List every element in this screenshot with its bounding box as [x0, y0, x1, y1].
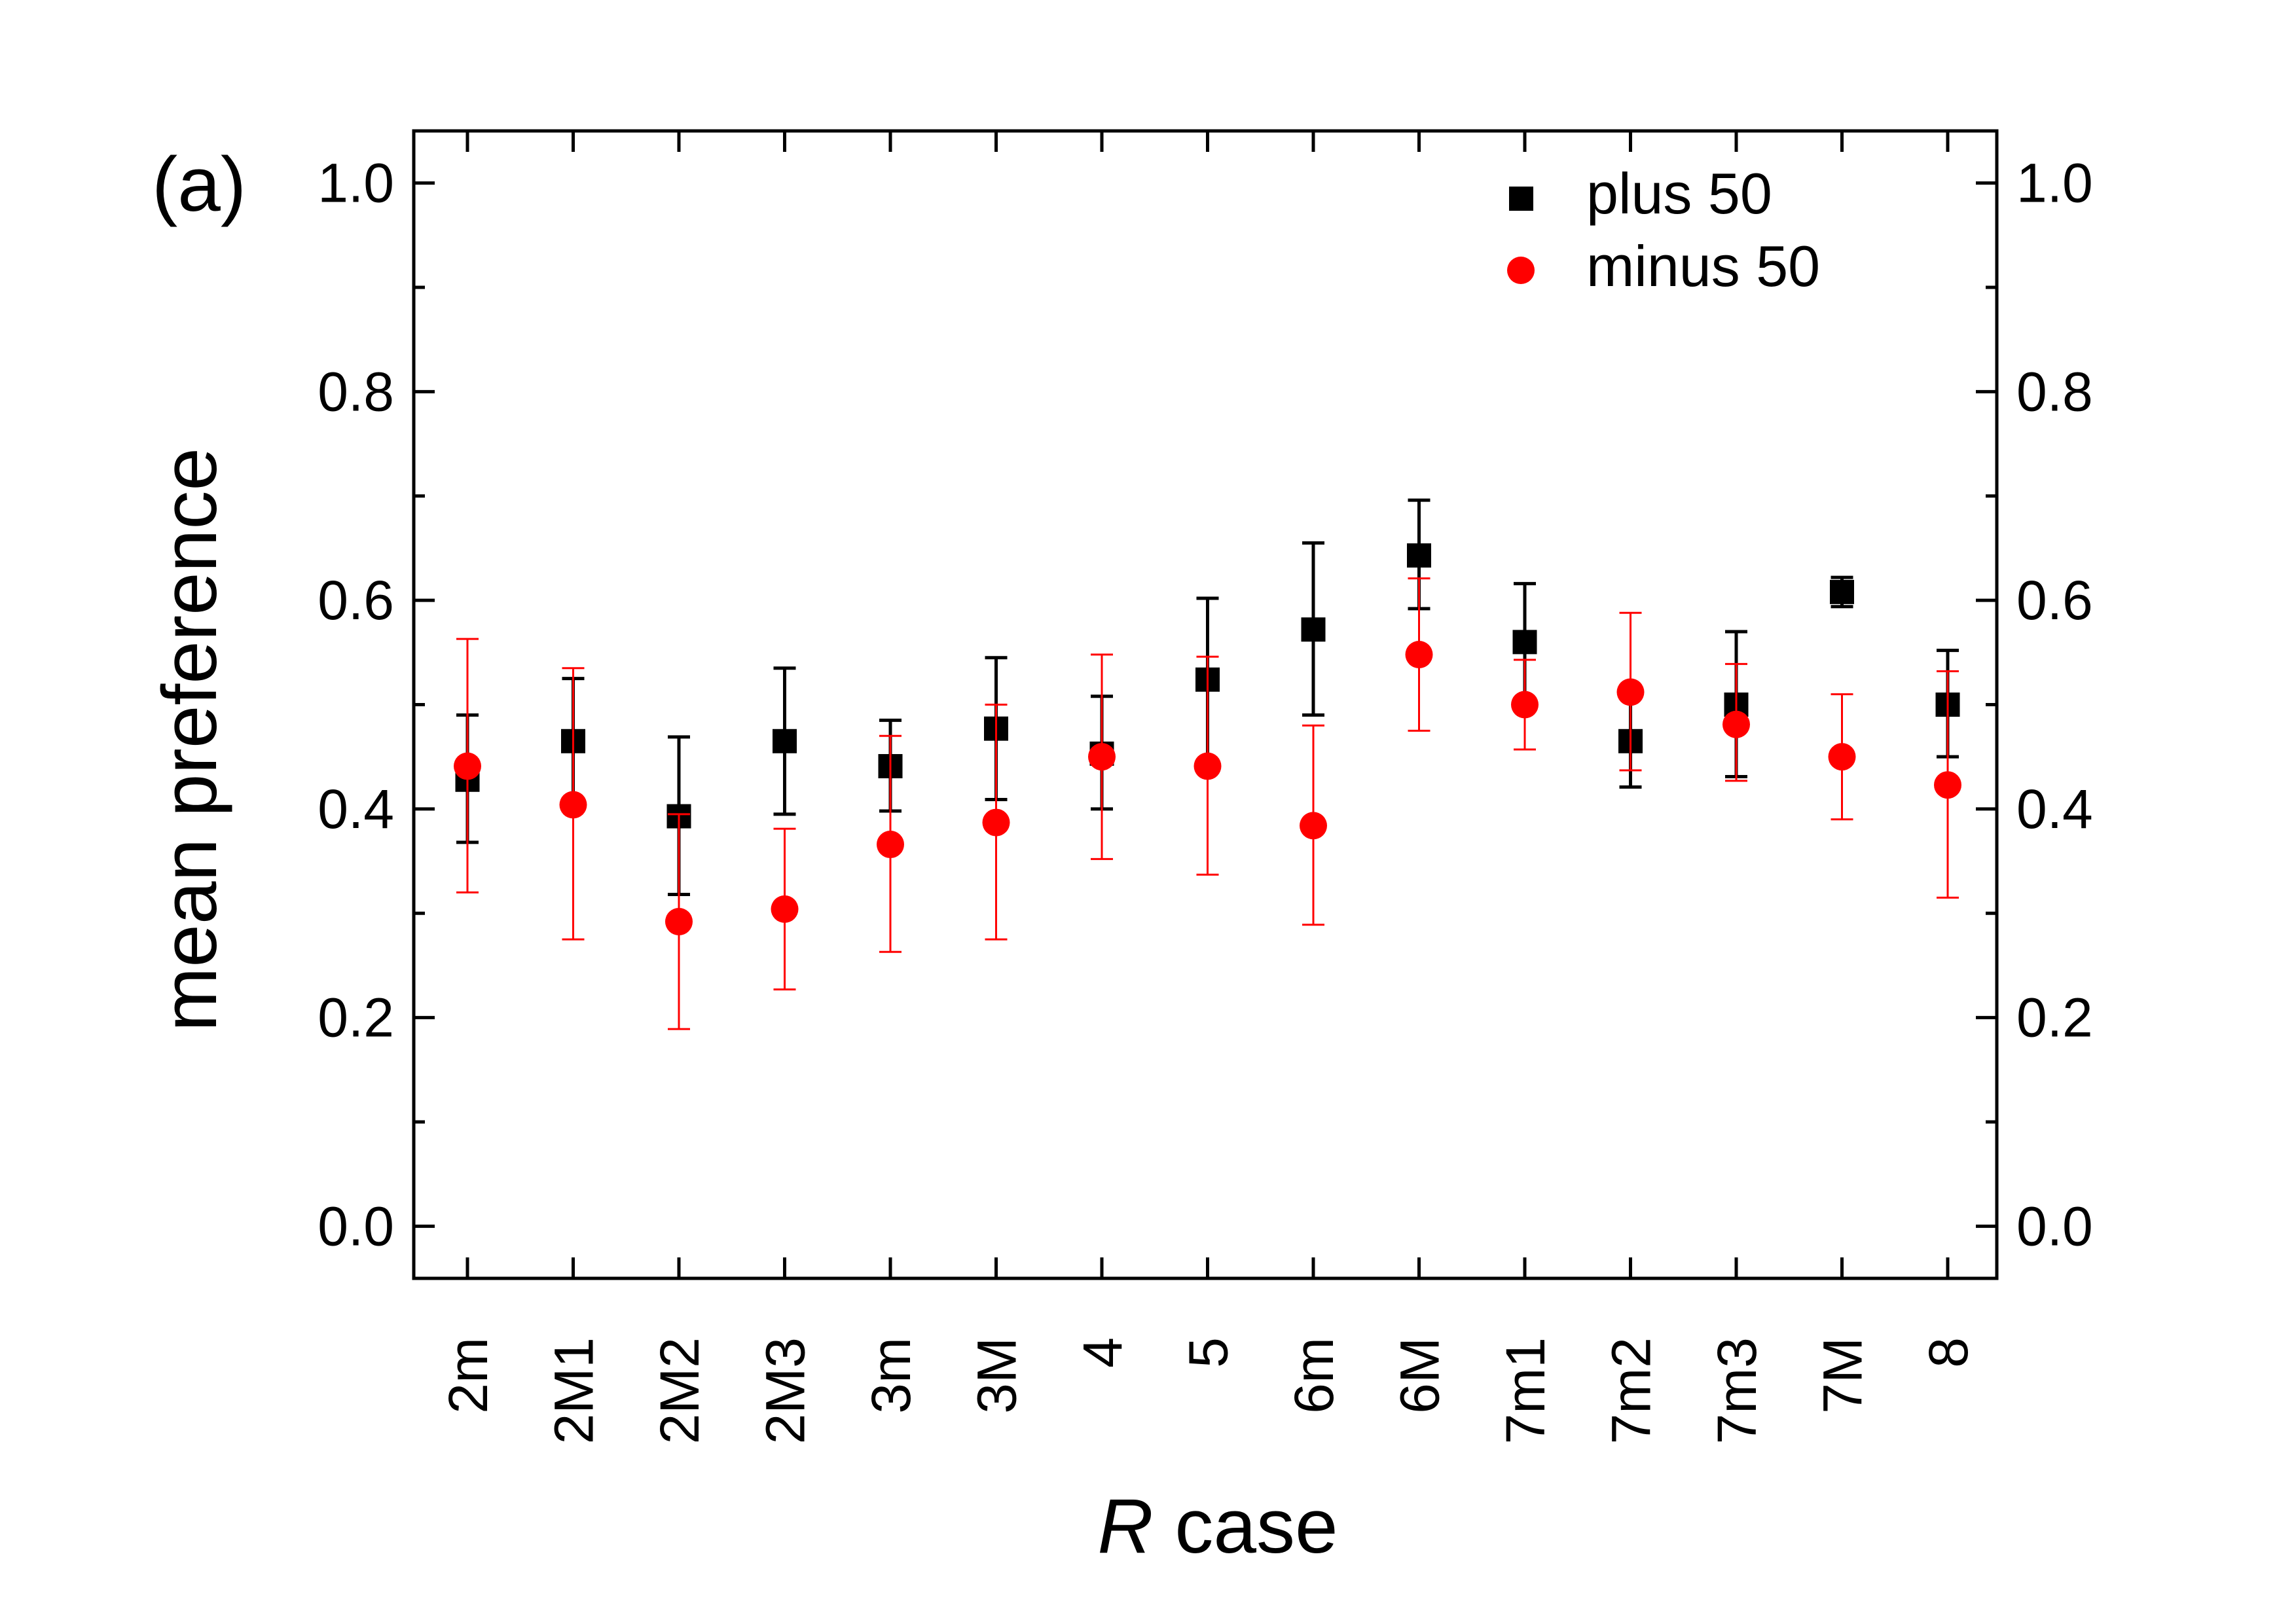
y-tick-label-left: 0.6: [318, 569, 394, 631]
y-tick-label-right: 0.2: [2016, 987, 2093, 1049]
data-point-circle: [1088, 743, 1116, 771]
x-tick-label: 3M: [966, 1337, 1028, 1414]
y-tick-label-left: 0.8: [318, 361, 394, 422]
y-tick-label-right: 0.0: [2016, 1195, 2093, 1257]
plot-frame: [412, 129, 1999, 1280]
y-tick-label-left: 0.4: [318, 778, 394, 840]
y-tick-label-left: 0.2: [318, 987, 394, 1049]
series-minus-50: [454, 577, 1961, 1030]
data-point-square: [1512, 630, 1537, 655]
x-tick-label: 2M1: [543, 1337, 605, 1444]
panel-label: (a): [152, 141, 246, 228]
y-tick-label-left: 1.0: [318, 153, 394, 214]
x-tick-label: 7m1: [1495, 1337, 1556, 1444]
data-point-circle: [1828, 743, 1856, 771]
x-tick-label: 2m: [437, 1337, 499, 1414]
x-axis-label-text: case: [1154, 1483, 1338, 1570]
series-layer: [454, 498, 1961, 1030]
x-tick-label: 7M: [1812, 1337, 1874, 1414]
x-tick-label: 4: [1072, 1337, 1133, 1368]
data-point-circle: [1722, 710, 1750, 738]
y-tick-label-right: 1.0: [2016, 153, 2093, 214]
axis-ticks: [414, 131, 1997, 1278]
data-point-circle: [877, 831, 904, 859]
data-point-circle: [982, 808, 1010, 837]
legend-marker-plus-50: [1509, 187, 1533, 211]
x-tick-label: 3m: [860, 1337, 922, 1414]
y-tick-label-left: 0.0: [318, 1195, 394, 1257]
x-tick-label: 7m2: [1601, 1337, 1662, 1444]
legend-label-plus-50: plus 50: [1586, 161, 1772, 226]
data-point-circle: [1511, 691, 1539, 719]
x-tick-label: 7m3: [1706, 1337, 1768, 1444]
legend: plus 50 minus 50: [1507, 161, 1820, 298]
x-axis-label: R case: [1097, 1483, 1338, 1570]
y-axis-label: mean preference: [147, 448, 233, 1032]
y-tick-labels-right: 0.0 0.2 0.4 0.6 0.8 1.0: [2016, 153, 2093, 1257]
x-tick-label: 5: [1178, 1337, 1239, 1368]
data-point-circle: [1194, 752, 1222, 780]
x-tick-label: 2M2: [649, 1337, 710, 1444]
x-tick-labels: 2m 2M1 2M2 2M3 3m 3M 4 5 6m 6M 7m1 7m2 7m3 7M 8: [437, 1337, 1979, 1444]
y-tick-label-right: 0.6: [2016, 569, 2093, 631]
data-point-circle: [1934, 771, 1961, 799]
legend-marker-minus-50: [1507, 257, 1535, 284]
data-point-circle: [559, 791, 587, 819]
data-point-square: [773, 729, 797, 753]
y-tick-label-right: 0.8: [2016, 361, 2093, 422]
x-tick-label: 6m: [1283, 1337, 1345, 1414]
y-tick-label-right: 0.4: [2016, 778, 2093, 840]
data-point-circle: [665, 907, 693, 935]
x-tick-label: 8: [1918, 1337, 1979, 1368]
data-point-circle: [771, 895, 799, 923]
data-point-circle: [1616, 678, 1645, 706]
x-tick-label: 2M3: [755, 1337, 816, 1444]
data-point-square: [1301, 617, 1326, 642]
data-point-circle: [1405, 641, 1433, 669]
x-tick-label: 6M: [1389, 1337, 1451, 1414]
data-point-circle: [454, 752, 481, 780]
data-point-square: [1407, 543, 1431, 568]
y-tick-labels-left: 0.0 0.2 0.4 0.6 0.8 1.0: [318, 153, 394, 1257]
legend-label-minus-50: minus 50: [1586, 234, 1820, 298]
x-axis-label-italic: R: [1097, 1483, 1153, 1570]
data-point-circle: [1300, 812, 1327, 840]
data-point-square: [1830, 579, 1854, 604]
